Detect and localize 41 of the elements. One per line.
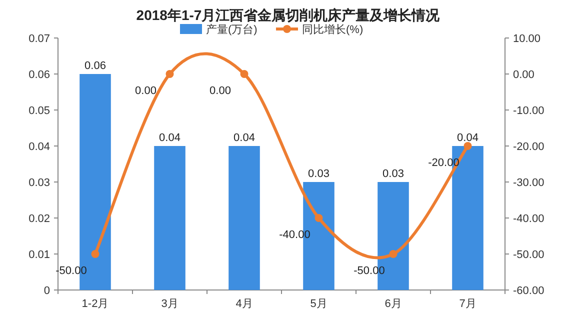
y-tick-label: 0 [44, 285, 50, 297]
y-tick-label: 0.07 [28, 33, 50, 45]
y2-tick-label: 10.00 [513, 33, 541, 45]
y-tick-label: 0.06 [28, 69, 50, 81]
data-label: 0.00 [210, 85, 231, 97]
x-tick-label: 1-2月 [82, 298, 109, 310]
y-tick-label: 0.04 [28, 141, 50, 153]
y2-tick-label: -40.00 [513, 213, 544, 225]
legend-label: 产量(万台) [206, 23, 258, 36]
bar [228, 146, 260, 290]
point [166, 70, 174, 78]
x-tick-label: 3月 [161, 298, 178, 310]
data-label: 0.04 [457, 132, 478, 144]
data-label: 0.03 [308, 168, 330, 180]
y-tick-label: 0.05 [28, 105, 50, 117]
x-tick-label: 7月 [459, 298, 476, 310]
chart-title: 2018年1-7月江西省金属切削机床产量及增长情况 [136, 7, 441, 23]
y2-tick-label: -10.00 [513, 105, 544, 117]
point [389, 250, 398, 258]
y-tick-label: 0.01 [28, 249, 50, 261]
point [240, 70, 248, 78]
y2-tick-label: -50.00 [513, 249, 544, 261]
data-label: 0.04 [159, 132, 180, 144]
x-tick-label: 6月 [384, 298, 402, 310]
y2-tick-label: -20.00 [513, 141, 544, 153]
x-tick-label: 5月 [310, 298, 328, 310]
y2-tick-label: 0.00 [513, 69, 534, 81]
point [91, 250, 100, 258]
x-tick-label: 4月 [236, 298, 253, 310]
y-tick-label: 0.02 [28, 213, 50, 225]
bar [154, 146, 186, 290]
data-label: 0.04 [234, 132, 255, 144]
data-label: 0.00 [135, 85, 156, 97]
data-label: 0.06 [84, 60, 106, 72]
y2-tick-label: -60.00 [513, 285, 544, 297]
point [464, 142, 472, 150]
point [314, 214, 323, 222]
legend-label: 同比增长(%) [302, 23, 364, 36]
y-tick-label: 0.03 [28, 177, 50, 189]
y2-tick-label: -30.00 [513, 177, 544, 189]
data-label: 0.03 [382, 168, 404, 180]
